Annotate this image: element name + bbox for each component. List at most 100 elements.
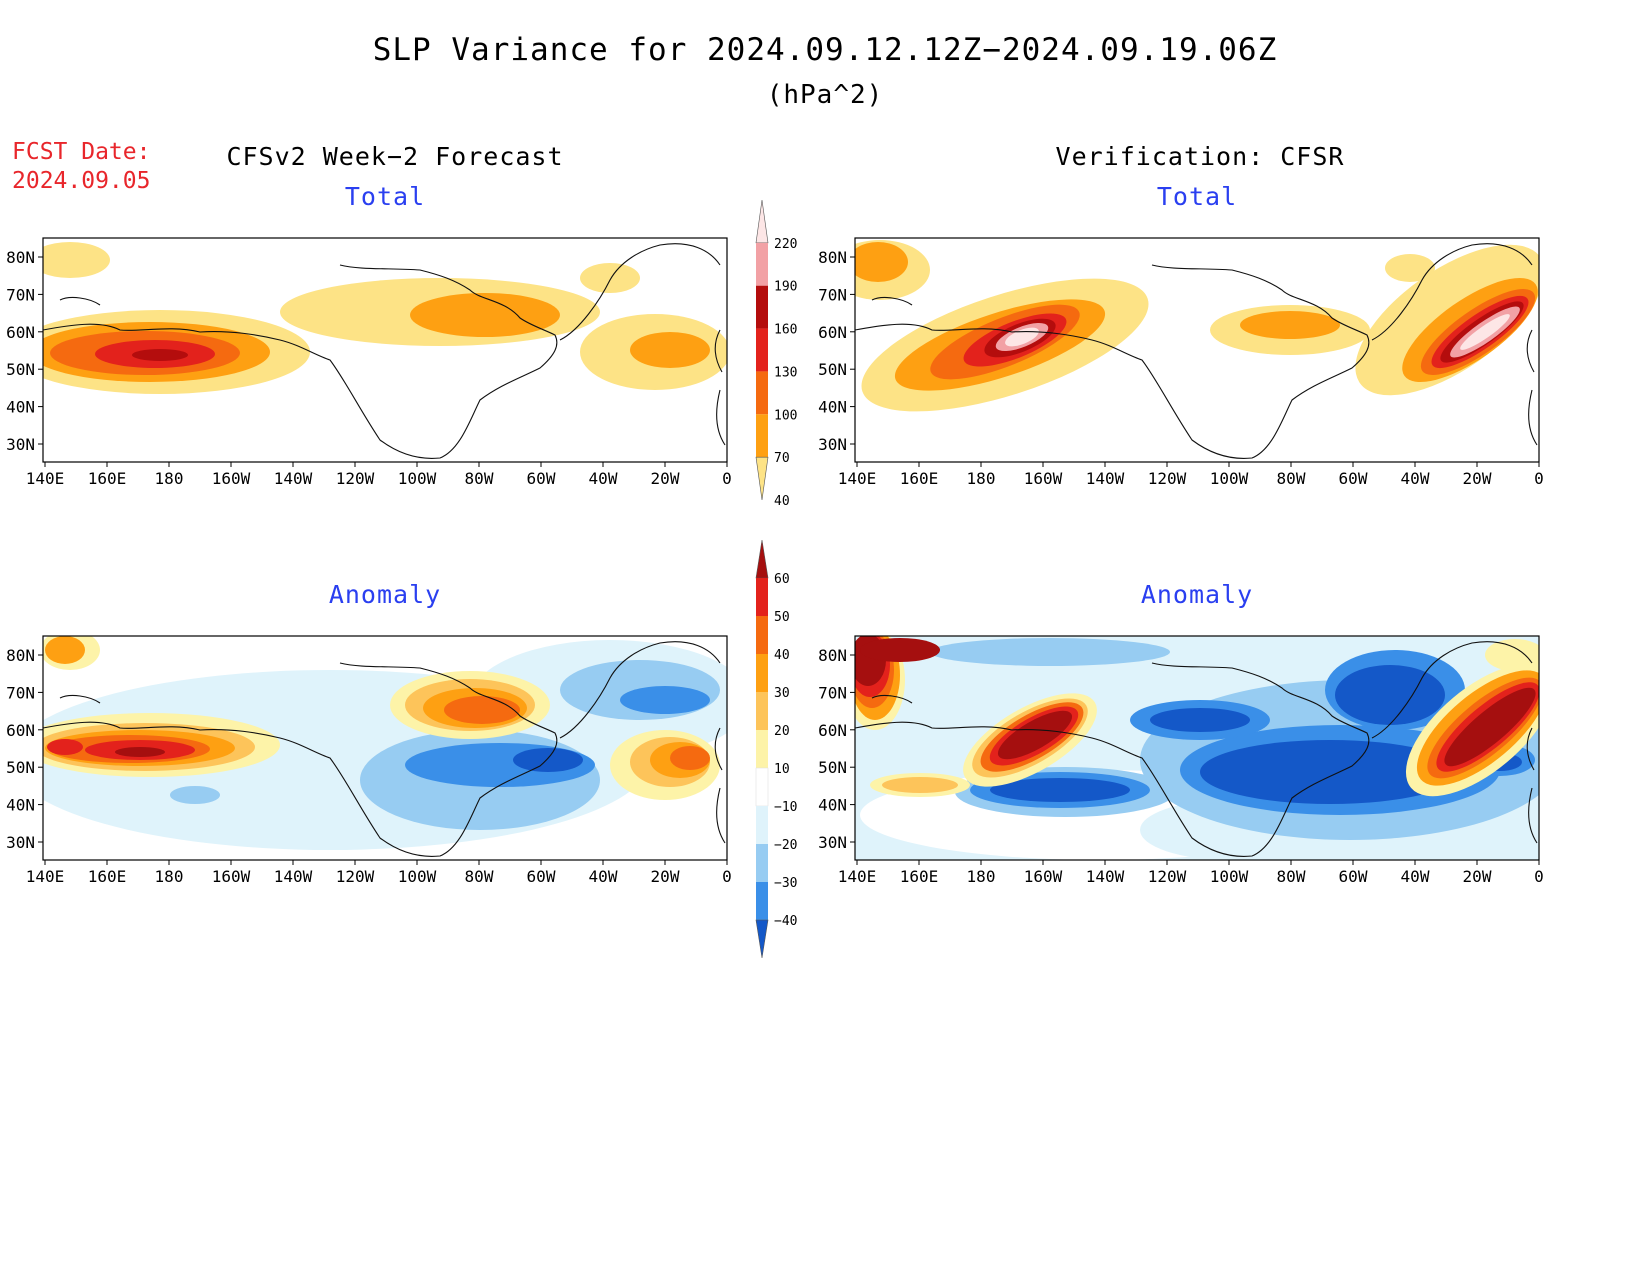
lon-tick-label: 160E [88, 867, 127, 886]
lat-tick-label: 30N [6, 833, 35, 852]
colorbar-label: 160 [774, 323, 797, 338]
colorbar-label: 30 [774, 686, 790, 701]
forecast-date-label: FCST Date: [12, 139, 151, 165]
lon-tick-label: 120W [336, 469, 375, 488]
lon-tick-label: 140W [1086, 867, 1125, 886]
coastline-forecast-total [43, 243, 726, 459]
colorbar-label: −10 [774, 800, 797, 815]
lon-tick-label: 180 [155, 469, 184, 488]
lon-tick-label: 20W [651, 469, 680, 488]
colorbar-swatch [756, 242, 768, 286]
forecast-date-block: FCST Date: 2024.09.05 [12, 138, 150, 196]
lat-tick-label: 50N [818, 758, 847, 777]
verification-column-title: Verification: CFSR [1055, 142, 1345, 171]
colorbar-label: 70 [774, 451, 790, 466]
coastline-forecast-anomaly [43, 641, 726, 857]
colorbar-label: 130 [774, 365, 797, 380]
map-panel-verification-total [855, 240, 1539, 412]
colorbar-swatch [755, 539, 769, 579]
shading-verification-total [855, 240, 1539, 412]
lon-tick-label: 20W [651, 867, 680, 886]
shading-forecast-anomaly [43, 636, 727, 850]
lon-tick-label: 120W [1148, 469, 1187, 488]
colorbar-label: 100 [774, 408, 797, 423]
colorbar-swatch [756, 371, 768, 415]
colorbar-label: −20 [774, 838, 797, 853]
colorbar-swatch [755, 767, 769, 807]
lat-tick-label: 60N [818, 721, 847, 740]
lon-tick-label: 160W [212, 469, 251, 488]
colorbar-swatch [756, 882, 768, 920]
lon-tick-label: 180 [967, 867, 996, 886]
lat-tick-label: 60N [6, 721, 35, 740]
colorbar-anomaly: 60 50 40 30 20 10 −10 −20 −30 −40 [755, 539, 797, 959]
lon-tick-label: 20W [1463, 469, 1492, 488]
lon-tick-label: 140E [26, 469, 65, 488]
colorbar-label: 20 [774, 724, 790, 739]
lon-tick-label: 140W [274, 469, 313, 488]
frame-forecast-total [42, 237, 728, 463]
lat-tick-label: 40N [818, 796, 847, 815]
lon-tick-label: 140E [838, 867, 877, 886]
map-panel-verification-anomaly [855, 636, 1539, 860]
colorbar-label: −40 [774, 914, 797, 929]
lat-tick-label: 40N [6, 398, 35, 417]
lon-tick-label: 60W [1339, 469, 1368, 488]
lon-tick-label: 160E [900, 867, 939, 886]
lon-tick-label: 20W [1463, 867, 1492, 886]
lon-tick-label: 100W [1210, 469, 1249, 488]
coastlines [43, 243, 1538, 857]
lat-tick-label: 50N [6, 758, 35, 777]
colorbar-label: 40 [774, 494, 790, 509]
colorbar-label: 40 [774, 648, 790, 663]
colorbar-swatch [756, 692, 768, 730]
lon-tick-label: 60W [527, 867, 556, 886]
lon-tick-label: 40W [589, 469, 618, 488]
lon-tick-label: 160E [900, 469, 939, 488]
units-label: (hPa^2) [766, 80, 884, 110]
lon-tick-label: 140E [838, 469, 877, 488]
colorbar-swatch [756, 414, 768, 458]
colorbar-label: 10 [774, 762, 790, 777]
lat-tick-label: 30N [818, 833, 847, 852]
forecast-date-value: 2024.09.05 [12, 168, 151, 194]
lat-tick-label: 50N [818, 360, 847, 379]
lat-tick-label: 30N [818, 435, 847, 454]
lon-tick-label: 100W [1210, 867, 1249, 886]
colorbar-label: 220 [774, 237, 797, 252]
lon-tick-label: 100W [398, 469, 437, 488]
map-panel-forecast-total [43, 242, 727, 394]
lat-tick-label: 60N [6, 323, 35, 342]
lat-tick-label: 40N [818, 398, 847, 417]
lon-tick-label: 0 [1534, 469, 1544, 488]
lon-tick-label: 0 [722, 867, 732, 886]
lon-tick-label: 140W [274, 867, 313, 886]
lon-tick-label: 0 [1534, 867, 1544, 886]
lon-tick-label: 160W [212, 867, 251, 886]
frame-verification-anomaly [854, 635, 1540, 861]
lon-tick-label: 80W [465, 469, 494, 488]
axis-labels: 80N 70N 60N 50N 40N 30N 140E 160E 180 160W 140W 120… [6, 248, 1544, 886]
lat-tick-label: 30N [6, 435, 35, 454]
colorbar-label: 50 [774, 610, 790, 625]
lon-tick-label: 140W [1086, 469, 1125, 488]
lon-tick-label: 80W [1277, 469, 1306, 488]
lon-tick-label: 100W [398, 867, 437, 886]
lat-tick-label: 80N [6, 646, 35, 665]
colorbar-swatch [756, 654, 768, 692]
coastline-verification-anomaly [855, 641, 1538, 857]
lat-tick-label: 80N [818, 248, 847, 267]
panel-title-verification-total: Total [1156, 182, 1238, 211]
colorbar-swatch [755, 456, 769, 501]
lon-tick-label: 120W [1148, 867, 1187, 886]
lat-tick-label: 70N [818, 683, 847, 702]
frame-forecast-anomaly [42, 635, 728, 861]
lon-tick-label: 140E [26, 867, 65, 886]
shading-verification-anomaly [855, 636, 1539, 860]
lon-tick-label: 180 [967, 469, 996, 488]
colorbar-swatch [756, 328, 768, 372]
chart-title: SLP Variance for 2024.09.12.12Z−2024.09.… [372, 32, 1278, 68]
lat-tick-label: 80N [6, 248, 35, 267]
lon-tick-label: 60W [1339, 867, 1368, 886]
panel-title-forecast-total: Total [344, 182, 426, 211]
